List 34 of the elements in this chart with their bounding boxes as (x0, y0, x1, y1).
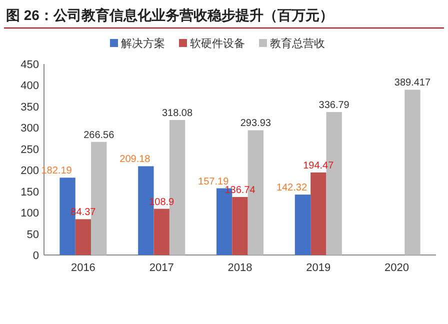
y-tick-label: 100 (20, 208, 39, 220)
y-tick-label: 200 (20, 165, 39, 178)
y-tick-label: 300 (20, 122, 39, 135)
legend-label: 软硬件设备 (190, 38, 245, 50)
bar (154, 208, 170, 255)
y-tick-label: 0 (32, 250, 39, 262)
data-label: 318.08 (162, 108, 194, 119)
y-tick-label: 50 (26, 228, 39, 241)
data-label: 209.18 (120, 154, 151, 166)
y-tick-label: 250 (20, 144, 39, 156)
data-label: 389.417 (394, 78, 431, 89)
bar (294, 194, 311, 255)
data-label: 142.32 (276, 182, 308, 194)
chart-title: 图 26：公司教育信息化业务营收稳步提升（百万元） (6, 7, 334, 23)
bar (232, 196, 248, 255)
bar (310, 172, 326, 255)
x-tick-label: 2016 (70, 262, 96, 274)
data-label: 336.79 (318, 100, 350, 112)
legend-label: 教育总营收 (270, 37, 325, 50)
x-tick-label: 2018 (228, 262, 252, 274)
x-tick-label: 2017 (149, 262, 174, 274)
y-tick-label: 150 (20, 186, 39, 198)
legend-label: 解决方案 (121, 37, 165, 50)
data-label: 157.19 (198, 176, 230, 188)
bar (404, 90, 420, 255)
data-label: 194.47 (303, 160, 334, 172)
y-tick-label: 400 (20, 80, 39, 92)
y-tick-label: 450 (20, 59, 39, 71)
data-label: 266.56 (84, 130, 115, 141)
bar (75, 219, 92, 255)
x-tick-label: 2019 (306, 262, 331, 274)
y-tick-label: 350 (20, 101, 39, 114)
data-label: 293.93 (240, 118, 272, 130)
x-tick-label: 2020 (384, 262, 410, 274)
